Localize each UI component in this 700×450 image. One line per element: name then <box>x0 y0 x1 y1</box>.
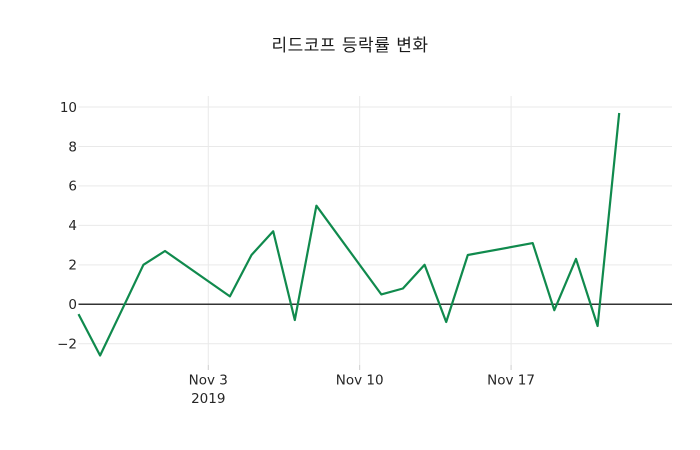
y-tick-label: −2 <box>57 337 77 353</box>
series-line <box>77 112 621 357</box>
y-tick-label: 2 <box>68 258 77 274</box>
chart-title: 리드코프 등락률 변화 <box>271 36 429 56</box>
y-tick-label: 4 <box>68 218 77 234</box>
y-tick-label: 8 <box>68 139 77 155</box>
x-tick-year-label: 2019 <box>191 391 225 407</box>
y-tick-label: 0 <box>68 297 77 313</box>
x-tick-label: Nov 10 <box>336 373 384 389</box>
y-tick-label: 10 <box>60 100 77 116</box>
x-tick-label: Nov 3 <box>189 373 228 389</box>
y-tick-label: 6 <box>68 179 77 195</box>
x-tick-label: Nov 17 <box>487 373 535 389</box>
